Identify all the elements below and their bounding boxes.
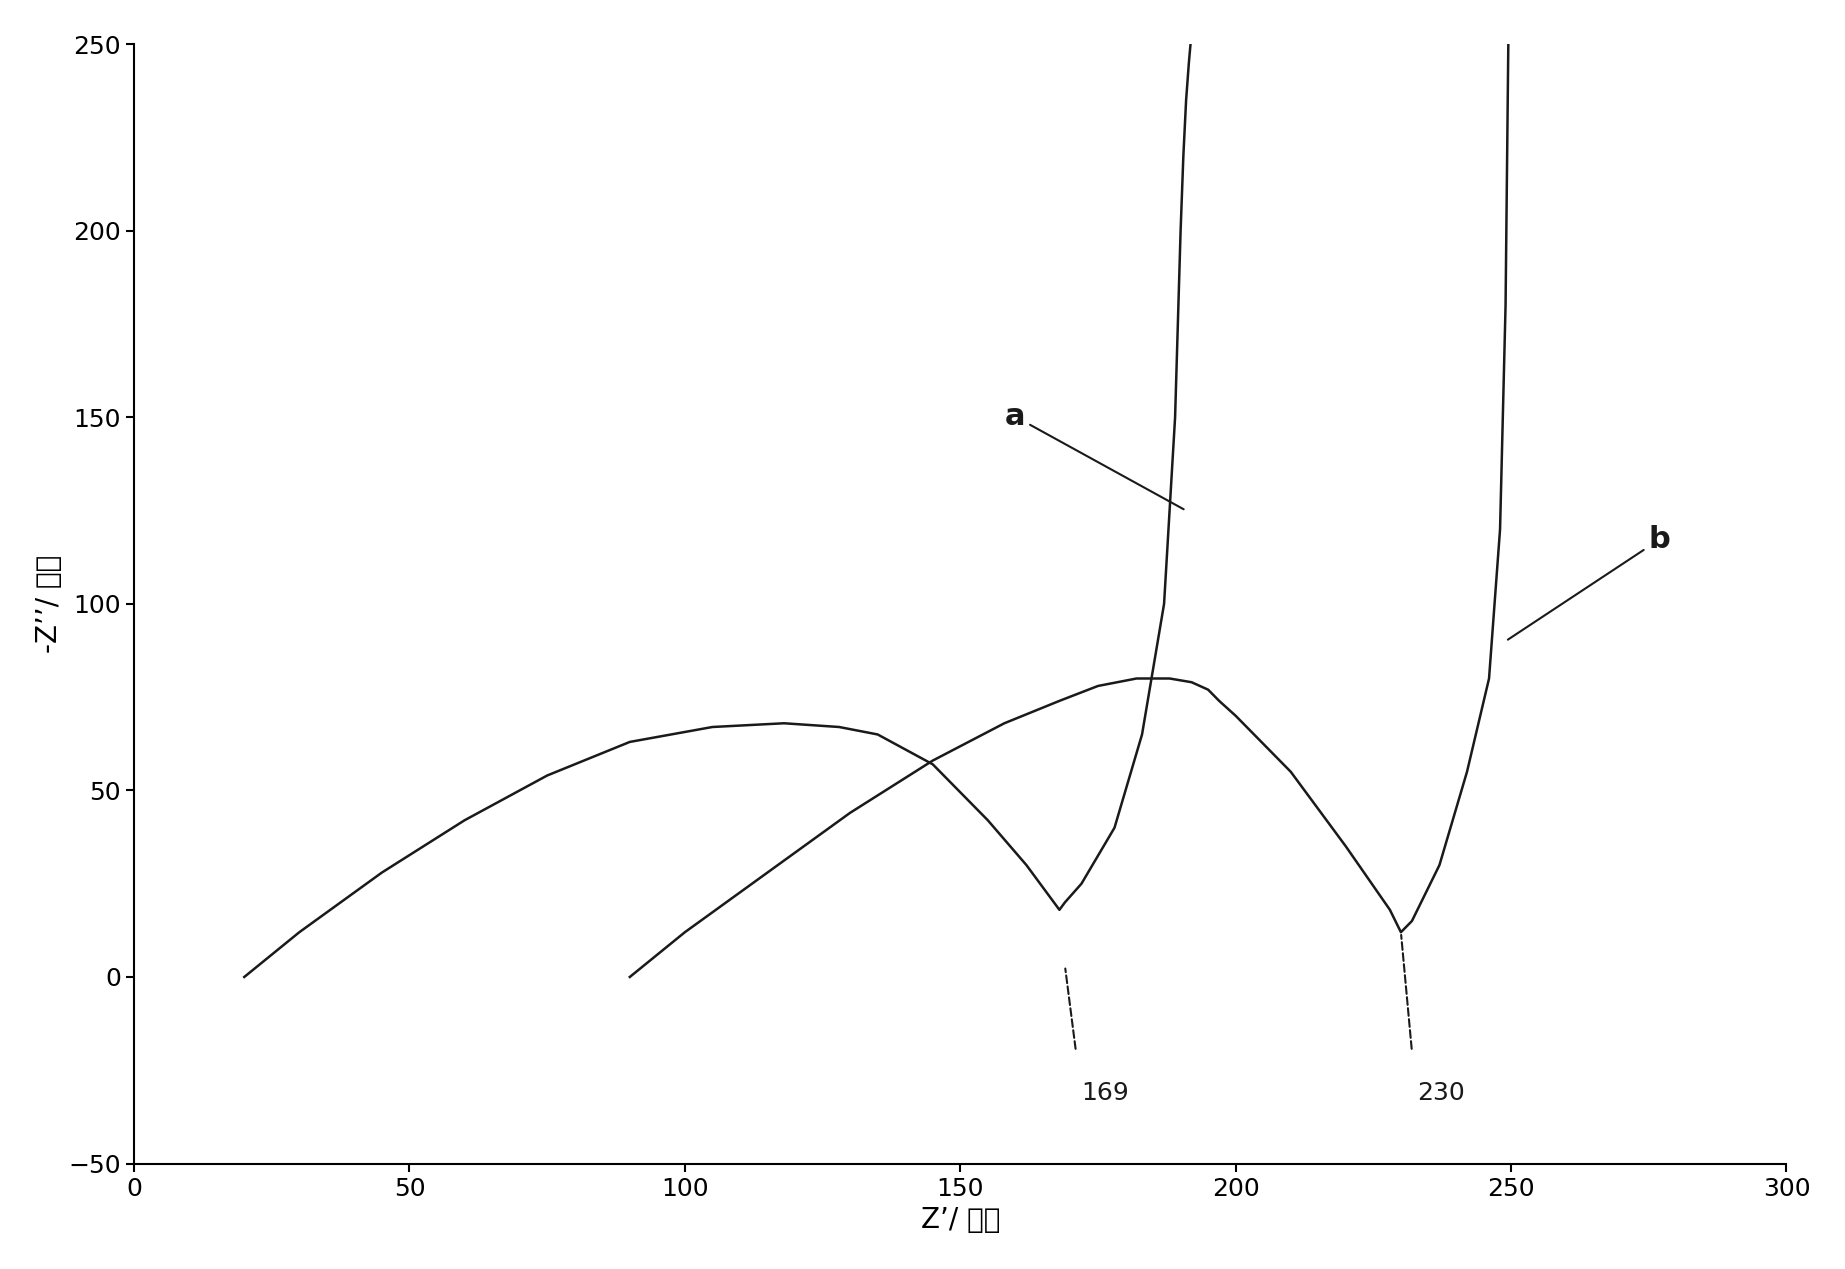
Text: a: a bbox=[1004, 402, 1184, 509]
X-axis label: Z’/ 欧姆: Z’/ 欧姆 bbox=[921, 1207, 1000, 1235]
Text: 169: 169 bbox=[1081, 1081, 1129, 1105]
Text: 230: 230 bbox=[1417, 1081, 1465, 1105]
Y-axis label: -Z’’/ 欧姆: -Z’’/ 欧姆 bbox=[35, 555, 63, 654]
Text: b: b bbox=[1507, 525, 1670, 640]
